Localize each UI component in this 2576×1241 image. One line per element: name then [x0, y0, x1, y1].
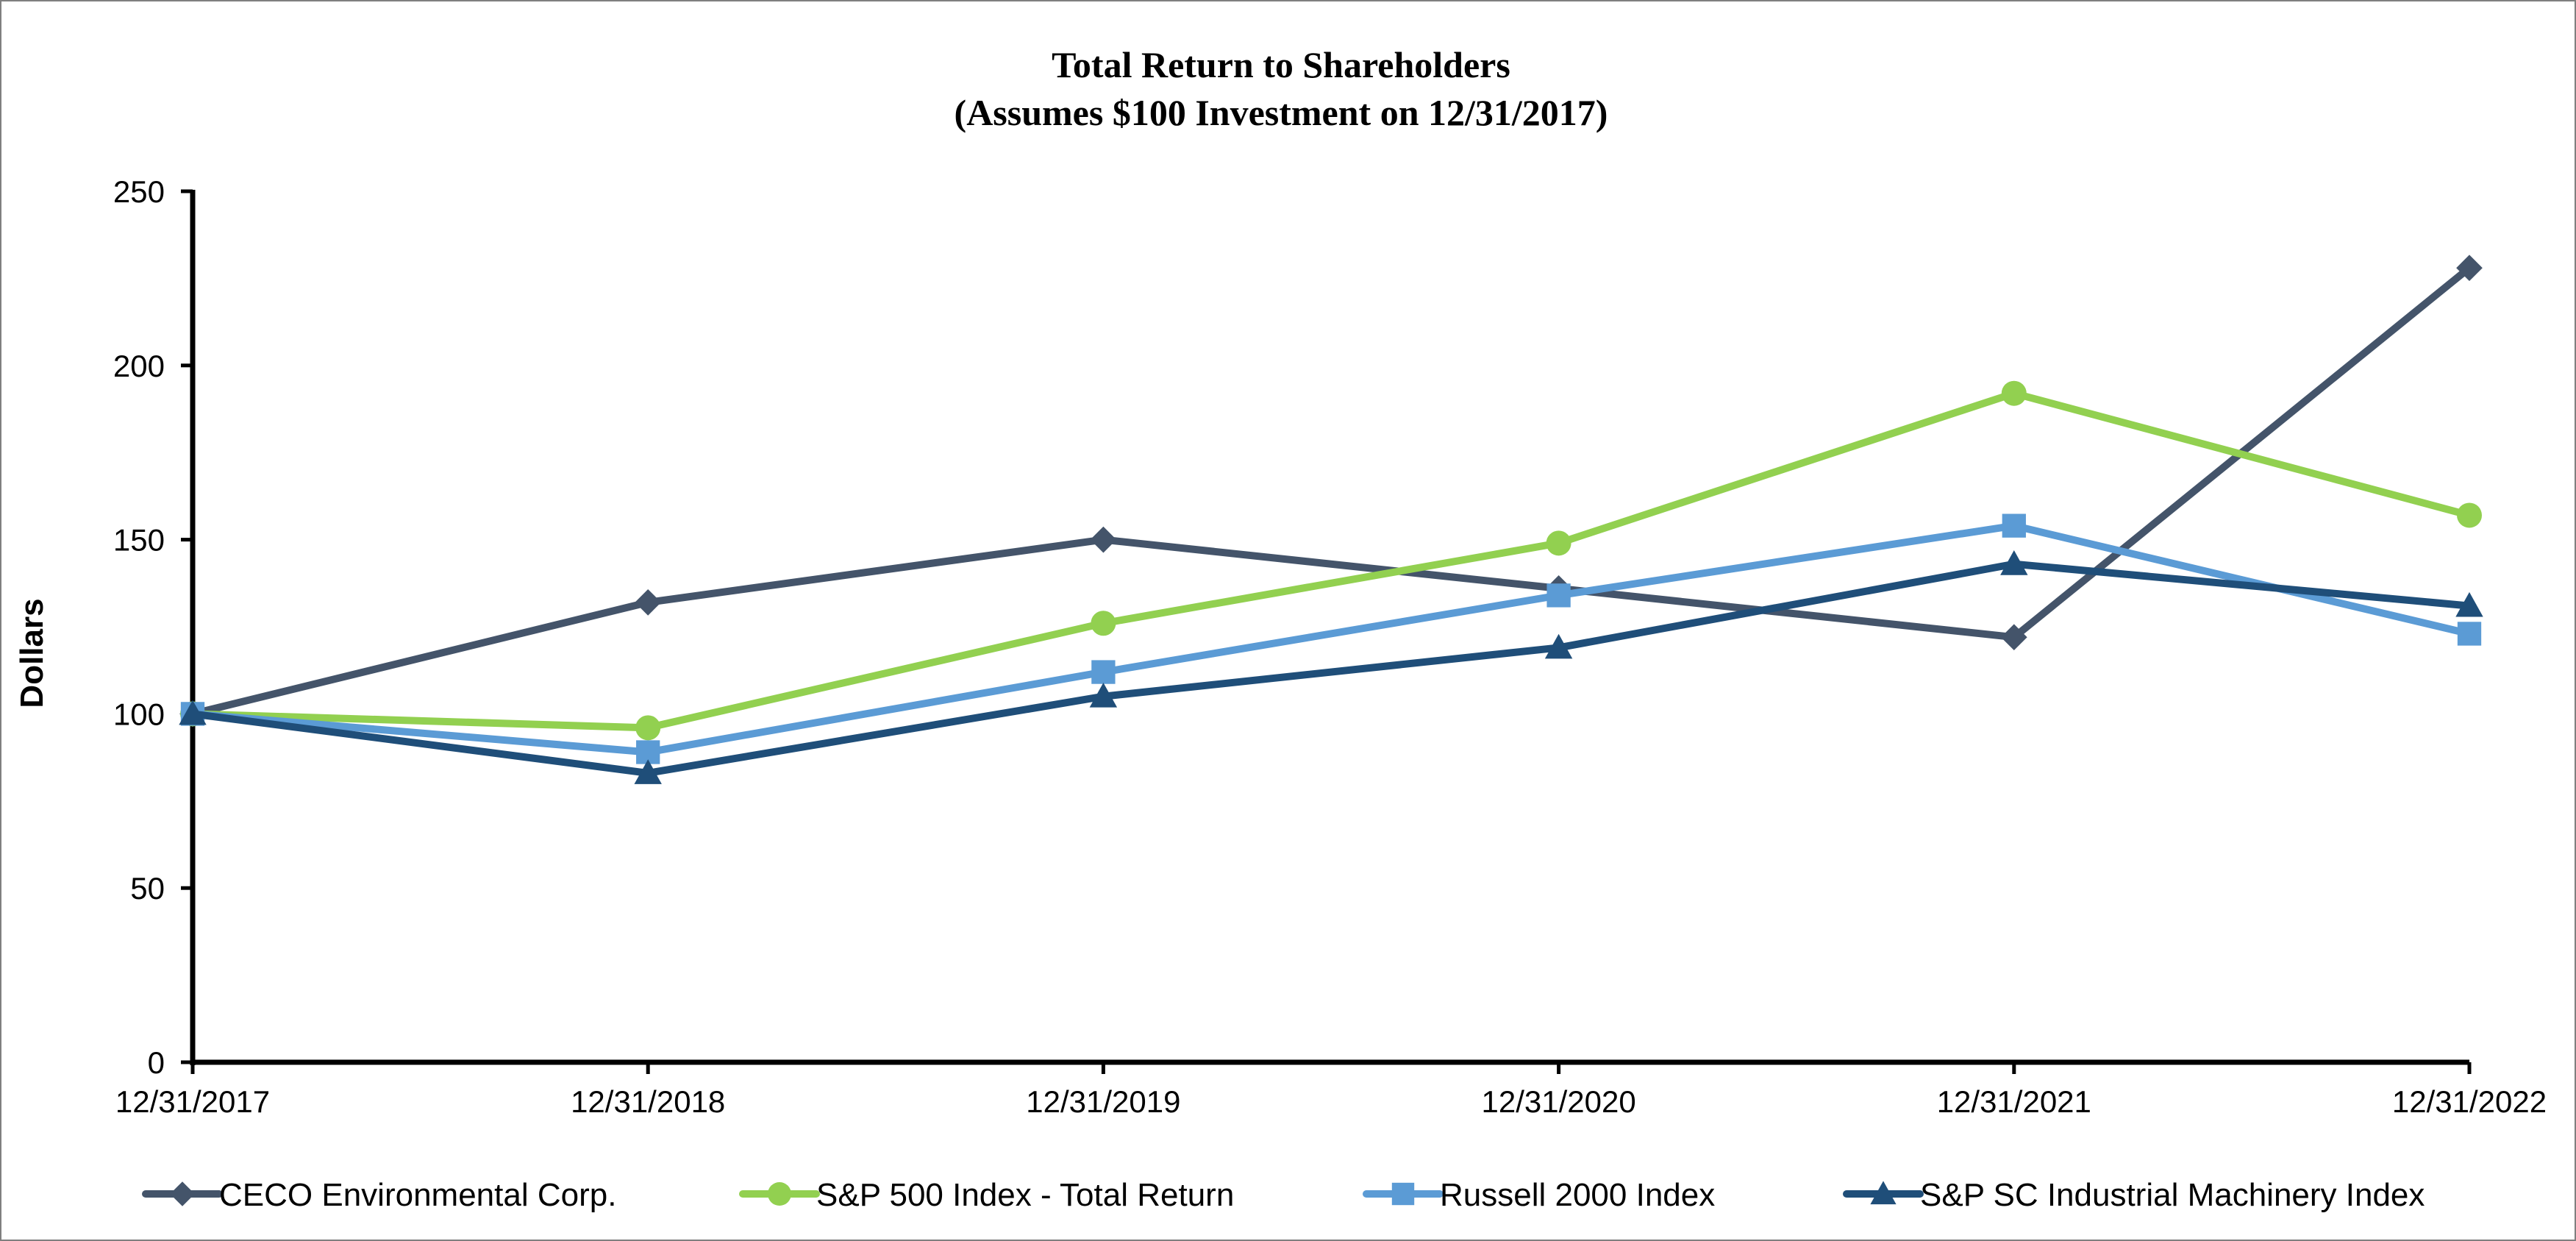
legend-label: Russell 2000 Index	[1440, 1177, 1715, 1213]
legend-swatch-marker	[1391, 1182, 1415, 1206]
y-tick-label: 0	[148, 1045, 165, 1080]
x-tick-label: 12/31/2019	[1026, 1084, 1180, 1119]
y-tick-label: 200	[113, 349, 165, 383]
data-point	[1546, 530, 1571, 556]
x-tick-label: 12/31/2017	[115, 1084, 270, 1119]
data-point	[2000, 550, 2028, 575]
legend-item-2: Russell 2000 Index	[1363, 1177, 1715, 1213]
data-point	[1091, 611, 1116, 636]
series-3	[179, 550, 2483, 784]
data-point	[2455, 591, 2483, 617]
series-line	[189, 560, 2473, 777]
chart-subtitle: (Assumes $100 Investment on 12/31/2017)	[955, 92, 1608, 133]
x-tick-label: 12/31/2018	[571, 1084, 725, 1119]
data-point	[2456, 255, 2483, 282]
data-point	[2457, 622, 2482, 646]
data-point	[2002, 513, 2026, 538]
series-line	[189, 389, 2473, 732]
legend-label: CECO Environmental Corp.	[219, 1177, 616, 1213]
data-point	[634, 759, 662, 784]
series-layer	[179, 255, 2483, 784]
data-point	[1091, 660, 1116, 684]
axes: 0 50 100 150 200 250 12/31/2017 12/31/2018 12/31…	[113, 174, 2547, 1119]
y-tick-label: 250	[113, 174, 165, 209]
y-axis-label: Dollars	[14, 598, 50, 708]
data-point	[1089, 683, 1118, 708]
y-tick-label: 100	[113, 697, 165, 731]
legend-swatch-marker	[768, 1182, 791, 1206]
legend-item-0: CECO Environmental Corp.	[142, 1177, 616, 1213]
chart-title: Total Return to Shareholders	[1052, 44, 1510, 85]
legend-item-1: S&P 500 Index - Total Return	[739, 1177, 1234, 1213]
data-point	[179, 700, 207, 725]
y-tick-label: 150	[113, 523, 165, 558]
series-line	[189, 522, 2473, 756]
data-point	[635, 715, 661, 741]
legend: CECO Environmental Corp. S&P 500 Index - …	[142, 1177, 2425, 1213]
data-point	[2000, 624, 2027, 651]
legend-item-3: S&P SC Industrial Machinery Index	[1843, 1177, 2425, 1213]
data-point	[1546, 583, 1571, 608]
x-tick-label: 12/31/2021	[1937, 1084, 2091, 1119]
legend-label: S&P SC Industrial Machinery Index	[1920, 1177, 2425, 1213]
data-point	[1544, 633, 1573, 659]
legend-label: S&P 500 Index - Total Return	[816, 1177, 1234, 1213]
data-point	[2457, 502, 2482, 528]
data-point	[2001, 380, 2027, 406]
series-line	[189, 264, 2473, 718]
legend-swatch-marker	[1870, 1181, 1897, 1205]
x-tick-label: 12/31/2020	[1481, 1084, 1635, 1119]
x-tick-label: 12/31/2022	[2392, 1084, 2547, 1119]
series-0	[179, 255, 2483, 728]
data-point	[1090, 526, 1117, 553]
legend-swatch-marker	[170, 1181, 195, 1206]
y-tick-label: 50	[130, 871, 165, 906]
data-point	[635, 589, 662, 616]
